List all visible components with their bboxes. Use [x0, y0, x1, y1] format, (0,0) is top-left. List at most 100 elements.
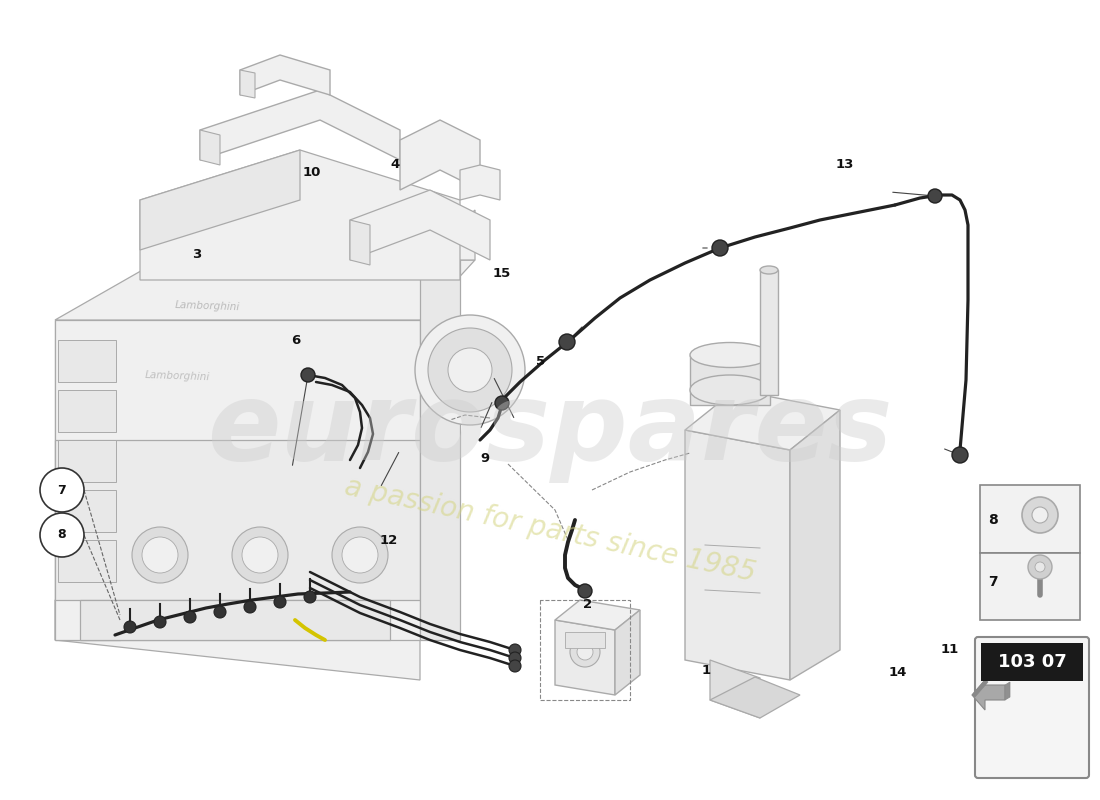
- Circle shape: [342, 537, 378, 573]
- Circle shape: [242, 537, 278, 573]
- Bar: [58, 490, 116, 532]
- Circle shape: [214, 606, 225, 618]
- Text: 7: 7: [57, 483, 66, 497]
- Circle shape: [274, 596, 286, 608]
- Text: 9: 9: [481, 452, 490, 465]
- Bar: [981, 643, 1084, 681]
- Bar: [760, 270, 778, 395]
- Polygon shape: [350, 190, 490, 260]
- Circle shape: [332, 527, 388, 583]
- Bar: [58, 440, 116, 482]
- Text: 103 07: 103 07: [998, 653, 1066, 671]
- Polygon shape: [55, 440, 420, 600]
- Circle shape: [928, 189, 942, 203]
- Ellipse shape: [690, 375, 770, 405]
- Bar: [58, 390, 116, 432]
- Polygon shape: [200, 130, 220, 165]
- Bar: [565, 632, 605, 648]
- Polygon shape: [350, 220, 370, 265]
- Polygon shape: [972, 680, 988, 697]
- Circle shape: [132, 527, 188, 583]
- Circle shape: [1032, 507, 1048, 523]
- Text: 8: 8: [988, 513, 998, 527]
- Text: a passion for parts since 1985: a passion for parts since 1985: [342, 473, 758, 587]
- Circle shape: [154, 616, 166, 628]
- Text: 12: 12: [379, 534, 398, 546]
- Polygon shape: [615, 610, 640, 695]
- Circle shape: [142, 537, 178, 573]
- Text: eurospares: eurospares: [207, 377, 893, 483]
- Text: 10: 10: [302, 166, 321, 178]
- Circle shape: [570, 637, 600, 667]
- Polygon shape: [140, 150, 300, 250]
- Circle shape: [712, 240, 728, 256]
- Bar: [980, 485, 1080, 553]
- Polygon shape: [55, 320, 120, 640]
- Circle shape: [509, 644, 521, 656]
- Polygon shape: [80, 600, 390, 640]
- Bar: [58, 340, 116, 382]
- Polygon shape: [556, 620, 615, 695]
- Text: 14: 14: [889, 666, 908, 678]
- Text: 13: 13: [836, 158, 855, 170]
- Circle shape: [40, 468, 84, 512]
- Polygon shape: [1005, 682, 1010, 700]
- Text: 8: 8: [57, 529, 66, 542]
- Circle shape: [559, 334, 575, 350]
- Polygon shape: [140, 150, 460, 280]
- Bar: [58, 540, 116, 582]
- FancyBboxPatch shape: [975, 637, 1089, 778]
- Ellipse shape: [760, 266, 778, 274]
- Circle shape: [1028, 555, 1052, 579]
- Ellipse shape: [690, 342, 770, 367]
- Circle shape: [301, 368, 315, 382]
- Circle shape: [509, 660, 521, 672]
- Circle shape: [415, 315, 525, 425]
- Circle shape: [304, 591, 316, 603]
- Circle shape: [184, 611, 196, 623]
- Polygon shape: [200, 90, 400, 160]
- Polygon shape: [556, 600, 640, 630]
- Bar: [980, 553, 1080, 620]
- Text: 5: 5: [536, 355, 544, 368]
- Circle shape: [952, 447, 968, 463]
- Polygon shape: [420, 210, 475, 260]
- Polygon shape: [400, 120, 480, 190]
- Polygon shape: [55, 600, 420, 680]
- Text: 7: 7: [988, 575, 998, 589]
- Circle shape: [40, 513, 84, 557]
- Polygon shape: [972, 680, 1005, 710]
- Text: 4: 4: [390, 158, 399, 170]
- Bar: [690, 355, 770, 405]
- Polygon shape: [55, 320, 420, 640]
- Polygon shape: [240, 70, 255, 98]
- Text: 15: 15: [493, 267, 512, 280]
- Polygon shape: [55, 260, 475, 320]
- Text: Lamborghini: Lamborghini: [175, 300, 241, 312]
- Circle shape: [509, 652, 521, 664]
- Polygon shape: [460, 165, 500, 200]
- Circle shape: [244, 601, 256, 613]
- Circle shape: [428, 328, 512, 412]
- Circle shape: [232, 527, 288, 583]
- Text: 3: 3: [192, 248, 201, 261]
- Polygon shape: [685, 390, 840, 450]
- Polygon shape: [420, 260, 460, 640]
- Polygon shape: [710, 677, 800, 718]
- Circle shape: [124, 621, 136, 633]
- Circle shape: [1022, 497, 1058, 533]
- Circle shape: [578, 584, 592, 598]
- Polygon shape: [240, 55, 330, 95]
- Circle shape: [1035, 562, 1045, 572]
- Circle shape: [495, 396, 509, 410]
- Circle shape: [448, 348, 492, 392]
- Text: 1: 1: [702, 664, 711, 677]
- Text: Lamborghini: Lamborghini: [145, 370, 210, 382]
- Text: 11: 11: [940, 643, 959, 656]
- Circle shape: [578, 644, 593, 660]
- Polygon shape: [710, 660, 760, 718]
- Polygon shape: [685, 430, 790, 680]
- Text: 2: 2: [583, 598, 592, 610]
- Polygon shape: [790, 410, 840, 680]
- Text: 6: 6: [292, 334, 300, 346]
